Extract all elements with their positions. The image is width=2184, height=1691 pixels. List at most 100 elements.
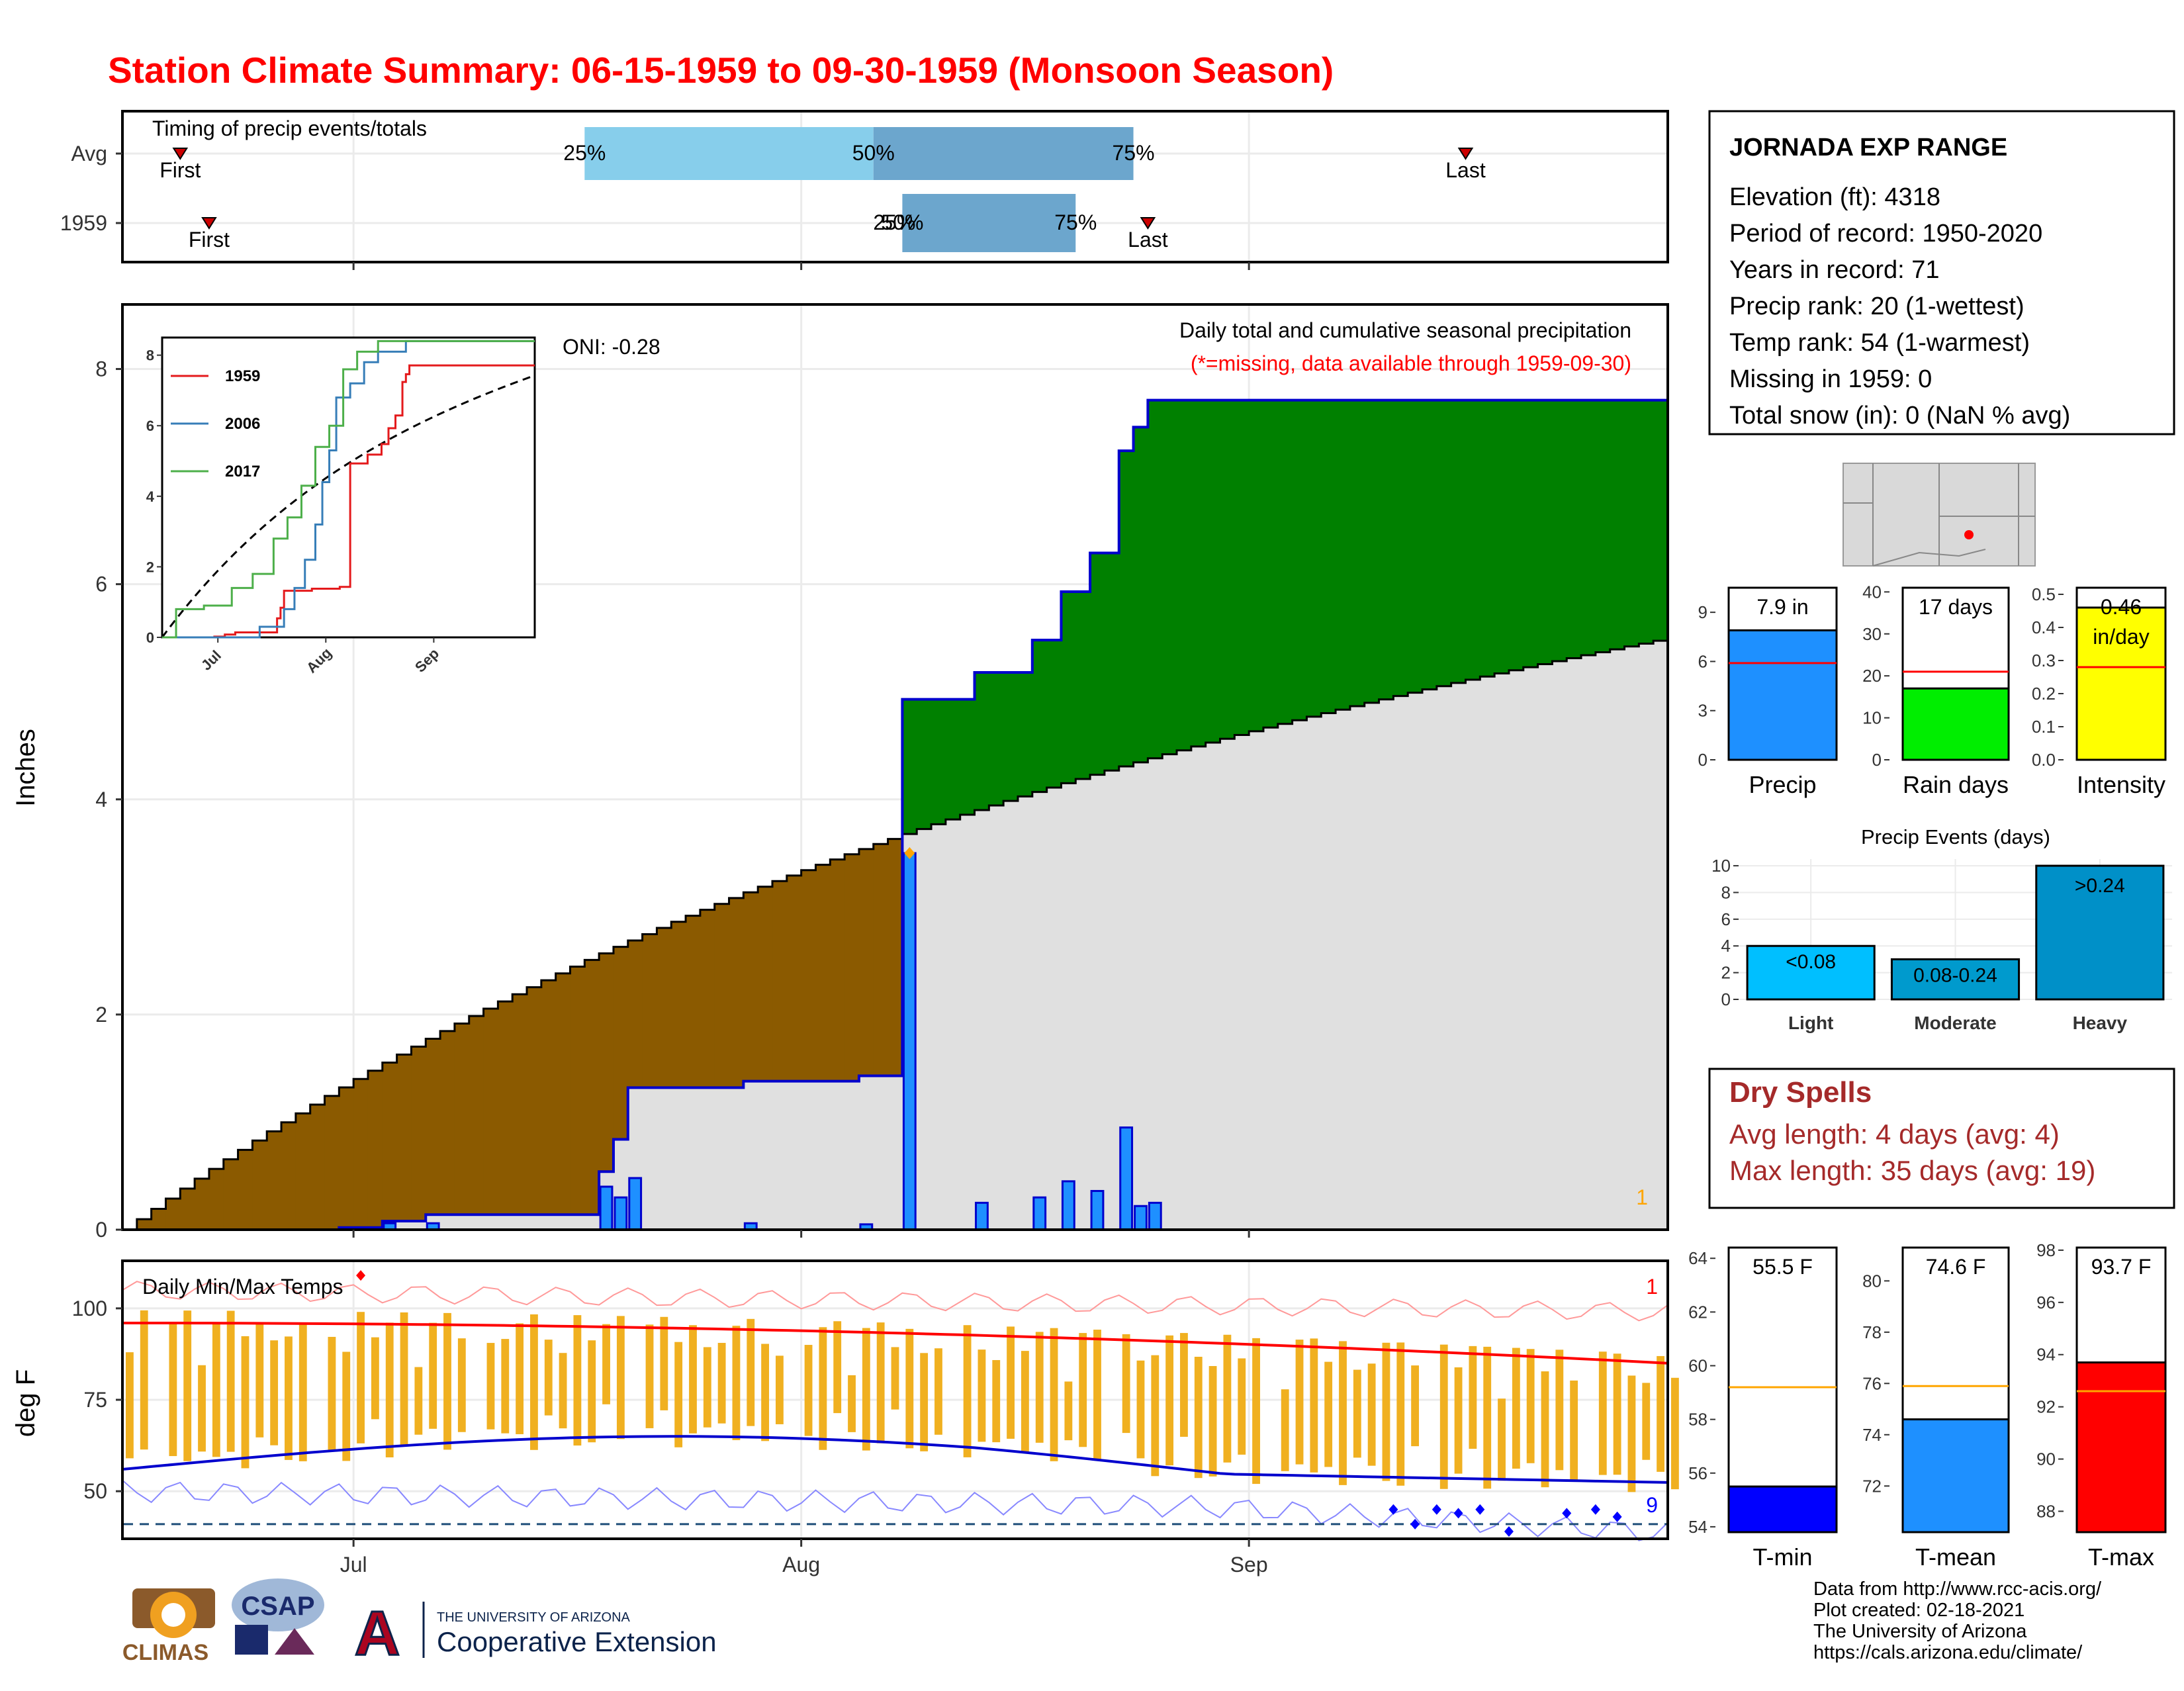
summary-y-tick-label: 0 bbox=[1872, 750, 1882, 770]
temp-bar-name: T-mean bbox=[1915, 1543, 1996, 1571]
summary-bar-name: Intensity bbox=[2077, 771, 2165, 798]
daily-temp-range-bar bbox=[544, 1340, 553, 1416]
deficit-area bbox=[136, 1219, 152, 1230]
temp-value-bar bbox=[1727, 1485, 1838, 1533]
daily-temp-range-bar bbox=[819, 1327, 827, 1450]
surplus-area bbox=[1336, 400, 1351, 710]
summary-y-tick-label: 0 bbox=[1698, 750, 1707, 770]
deficit-area bbox=[714, 903, 730, 1088]
record-high-marker bbox=[356, 1270, 366, 1281]
daily-temp-range-bar bbox=[1035, 1332, 1044, 1443]
temp-y-tick-label: 92 bbox=[2036, 1397, 2056, 1417]
temp-y-tick-label: 58 bbox=[1688, 1410, 1707, 1430]
location-map bbox=[1843, 463, 2036, 567]
temp-ylabel: deg F bbox=[11, 1369, 40, 1437]
temp-y-tick-label: 94 bbox=[2036, 1345, 2056, 1365]
daily-temp-range-bar bbox=[1541, 1371, 1549, 1488]
temp-y-tick-label: 60 bbox=[1688, 1355, 1707, 1375]
record-low-marker bbox=[1432, 1504, 1441, 1515]
timing-marker bbox=[201, 217, 217, 230]
surplus-area bbox=[1003, 672, 1019, 801]
summary-y-tick-label: 0.2 bbox=[2032, 684, 2056, 704]
deficit-area bbox=[238, 1150, 253, 1230]
precip-panel: 0 2 4 6 8 Inches ONI: -0.28 Daily total and … bbox=[11, 303, 1669, 1242]
daily-temp-range-bar bbox=[905, 1328, 914, 1449]
surplus-area bbox=[1465, 400, 1480, 680]
daily-temp-range-bar bbox=[1165, 1335, 1174, 1466]
oni-label: ONI: -0.28 bbox=[563, 335, 660, 359]
daily-precip-bar bbox=[628, 1177, 643, 1231]
surplus-area bbox=[1104, 553, 1120, 771]
deficit-area bbox=[151, 1209, 166, 1230]
avg-max-line bbox=[122, 1321, 1668, 1365]
daily-precip-bar bbox=[1148, 1201, 1162, 1231]
surplus-area bbox=[1349, 400, 1365, 707]
daily-temp-range-bar bbox=[1526, 1349, 1535, 1463]
deficit-area bbox=[873, 844, 889, 1076]
daily-temp-range-bar bbox=[1079, 1333, 1087, 1447]
summary-y-tick-label: 3 bbox=[1698, 701, 1707, 721]
precip-y-tick-label: 0 bbox=[95, 1218, 107, 1242]
deficit-area bbox=[208, 1169, 224, 1230]
daily-temp-range-bar bbox=[255, 1322, 264, 1438]
timing-marker-label: Last bbox=[1445, 158, 1486, 182]
daily-temp-range-bar bbox=[1367, 1363, 1376, 1466]
daily-temp-range-bar bbox=[1411, 1365, 1420, 1447]
daily-temp-range-bar bbox=[1151, 1355, 1160, 1477]
surplus-area bbox=[1017, 672, 1033, 797]
daily-temp-range-bar bbox=[1339, 1341, 1347, 1485]
summary-y-tick-label: 40 bbox=[1862, 582, 1882, 602]
precip-ylabel: Inches bbox=[11, 729, 40, 807]
surplus-area bbox=[1263, 400, 1279, 728]
timing-p50-label: 50% bbox=[852, 141, 895, 165]
precip-y-tick-label: 6 bbox=[95, 572, 107, 596]
daily-temp-range-bar bbox=[717, 1343, 726, 1424]
surplus-area bbox=[1653, 400, 1668, 641]
daily-temp-range-bar bbox=[1281, 1389, 1289, 1471]
daily-temp-range-bar bbox=[920, 1353, 929, 1451]
surplus-area bbox=[1508, 400, 1524, 670]
deficit-area bbox=[310, 1104, 326, 1230]
daily-precip-bar bbox=[1032, 1196, 1047, 1231]
ua-logo-large: Cooperative Extension bbox=[437, 1626, 717, 1657]
daily-temp-range-bar bbox=[328, 1336, 336, 1451]
temp-title: Daily Min/Max Temps bbox=[142, 1275, 343, 1299]
surplus-area bbox=[1451, 400, 1466, 683]
station-info-line: Elevation (ft): 4318 bbox=[1729, 183, 1940, 211]
dry-spells-line-max: Max length: 35 days (avg: 19) bbox=[1729, 1155, 2095, 1186]
footer-line: https://cals.arizona.edu/climate/ bbox=[1813, 1642, 2083, 1663]
daily-temp-range-bar bbox=[602, 1324, 610, 1404]
record-low-marker bbox=[1388, 1504, 1398, 1515]
inset-y-tick-label: 2 bbox=[146, 559, 154, 575]
surplus-area bbox=[1624, 400, 1639, 647]
daily-temp-range-bar bbox=[1512, 1348, 1520, 1469]
surplus-area bbox=[945, 699, 961, 820]
daily-temp-range-bar bbox=[1439, 1344, 1448, 1489]
temp-value-label: 93.7 F bbox=[2091, 1255, 2152, 1279]
summary-value-label: 17 days bbox=[1919, 595, 1993, 619]
timing-box-q50-q75 bbox=[902, 194, 1076, 252]
daily-precip-bar bbox=[614, 1196, 628, 1231]
precip-y-tick-label: 4 bbox=[95, 788, 107, 811]
deficit-area bbox=[353, 1079, 369, 1228]
daily-temp-range-bar bbox=[285, 1336, 293, 1460]
daily-temp-range-bar bbox=[804, 1345, 813, 1436]
deficit-area bbox=[686, 915, 701, 1088]
events-bar bbox=[1746, 944, 1876, 1001]
summary-y-tick-label: 0.5 bbox=[2032, 584, 2056, 604]
surplus-area bbox=[1162, 400, 1177, 754]
temp-y-tick-label: 74 bbox=[1862, 1425, 1882, 1445]
timing-box-q25-q50 bbox=[584, 127, 874, 180]
temp-y-tick-label: 80 bbox=[1862, 1271, 1882, 1291]
deficit-area bbox=[729, 897, 744, 1088]
inset-y-tick-label: 4 bbox=[146, 488, 155, 505]
daily-temp-range-bar bbox=[501, 1339, 510, 1434]
inset-y-tick-label: 6 bbox=[146, 418, 154, 434]
deficit-area bbox=[844, 854, 860, 1081]
summary-y-tick-label: 0.0 bbox=[2032, 750, 2056, 770]
summary-value-bar bbox=[2075, 606, 2167, 761]
deficit-area bbox=[858, 848, 874, 1076]
summary-bar-outline bbox=[2075, 586, 2167, 761]
surplus-area bbox=[917, 699, 932, 829]
summary-value-bar bbox=[1901, 687, 2010, 761]
